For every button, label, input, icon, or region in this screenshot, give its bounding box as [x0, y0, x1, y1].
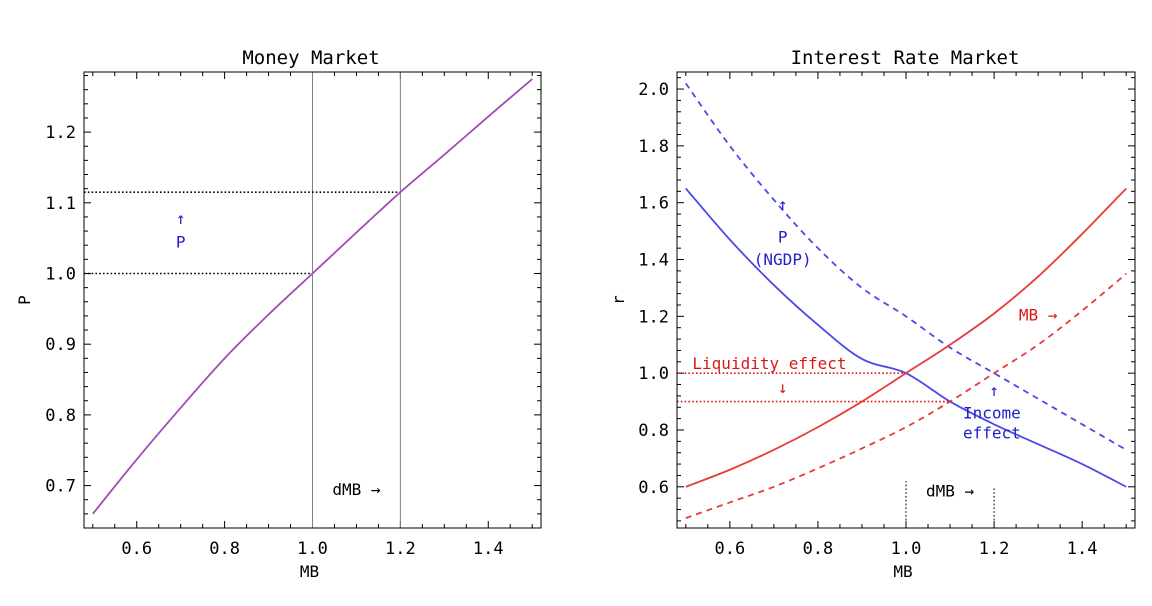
chart2-ytick-label: 1.2: [638, 307, 669, 327]
chart2-series-3-solid: [685, 187, 1127, 488]
chart1-ytick-label: 0.8: [45, 406, 76, 426]
chart2-ytick-label: 0.8: [638, 421, 669, 441]
chart2-annotation: effect: [963, 424, 1021, 443]
chart2-annotation: Income: [963, 404, 1021, 423]
chart2-xtick-label: 0.8: [803, 539, 834, 559]
chart2-ytick-label: 1.6: [638, 194, 669, 214]
chart1-xtick-label: 1.2: [385, 539, 416, 559]
chart2-annotation: dMB →: [926, 482, 975, 501]
chart2-panel: Interest Rate Market 0.6 0.8 1.0 1.2 1.4 0.6 0.…: [609, 47, 1136, 581]
chart1-frame: [83, 71, 542, 529]
chart2-ytick-label: 2.0: [638, 80, 669, 100]
chart2-frame: [676, 71, 1136, 529]
chart1-title: Money Market: [242, 47, 379, 69]
chart2-annotation: Liquidity effect: [692, 354, 846, 373]
chart1-xtick-label: 0.8: [209, 539, 240, 559]
chart2-series-2-dashed: [685, 82, 1127, 451]
chart1-annotation: P: [176, 232, 186, 251]
chart1-ytick-label: 1.1: [45, 194, 76, 214]
chart2-title: Interest Rate Market: [791, 47, 1020, 69]
chart2-annotation: P: [778, 227, 788, 246]
chart1-ytick-label: 0.7: [45, 477, 76, 497]
chart2-xlabel: MB: [893, 562, 912, 581]
chart2-ylabel: r: [609, 295, 628, 305]
chart2-series-4-dashed: [685, 273, 1127, 519]
chart2-xtick-label: 1.2: [979, 539, 1010, 559]
chart2-xtick-label: 0.6: [714, 539, 745, 559]
chart2-ytick-label: 0.6: [638, 478, 669, 498]
chart2-annotation: ↑: [989, 381, 999, 400]
chart2-xtick-label: 1.0: [891, 539, 922, 559]
chart2-annotation: ↓: [778, 378, 788, 397]
chart2-annotation: (NGDP): [754, 250, 812, 269]
chart1-ytick-label: 1.2: [45, 123, 76, 143]
chart2-annotation: MB →: [1019, 306, 1058, 325]
chart1-annotation: ↑: [176, 209, 186, 228]
chart2-ytick-label: 1.4: [638, 251, 669, 271]
chart2-ytick-label: 1.0: [638, 364, 669, 384]
chart2-annotation: ↑: [778, 195, 788, 214]
chart2-xtick-label: 1.4: [1067, 539, 1098, 559]
chart1-xtick-label: 0.6: [121, 539, 152, 559]
chart1-panel: Money Market 0.6 0.8 1.0 1.2 1.4 0.7 0.8 0.9 1.0 1…: [15, 47, 542, 581]
chart1-ytick-label: 1.0: [45, 264, 76, 284]
chart1-ylabel: P: [15, 295, 34, 305]
chart1-annotation: dMB →: [332, 480, 381, 499]
chart1-xlabel: MB: [300, 562, 319, 581]
chart1-xtick-label: 1.0: [297, 539, 328, 559]
chart1-xtick-label: 1.4: [473, 539, 504, 559]
chart2-ytick-label: 1.8: [638, 137, 669, 157]
chart2-series-1-solid: [685, 187, 1127, 488]
chart1-ytick-label: 0.9: [45, 335, 76, 355]
chart1-series-1-solid: [92, 78, 533, 515]
